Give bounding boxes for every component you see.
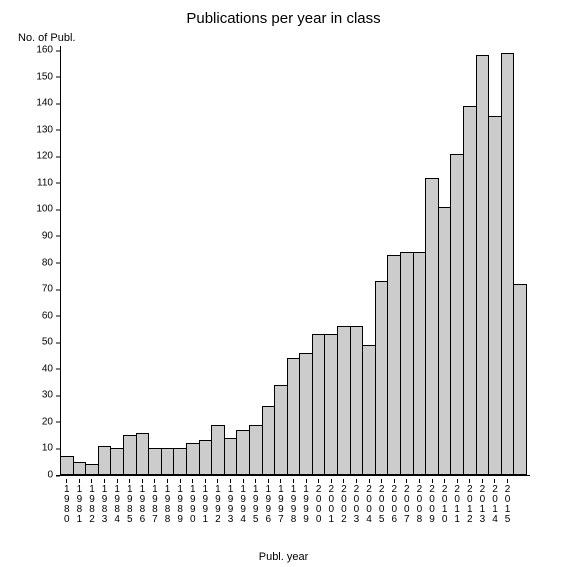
x-axis-line xyxy=(56,475,530,476)
bar xyxy=(224,438,238,475)
x-tick-label: 1992 xyxy=(211,479,225,539)
bar xyxy=(362,345,376,475)
y-tick-label: 10 xyxy=(3,443,53,454)
x-tick-label: 2005 xyxy=(375,479,389,539)
x-tick-label: 1981 xyxy=(73,479,87,539)
bar xyxy=(463,106,477,475)
bar xyxy=(236,430,250,475)
x-tick-label: 1999 xyxy=(299,479,313,539)
bar xyxy=(274,385,288,475)
x-tick-label: 2013 xyxy=(476,479,490,539)
bar xyxy=(425,178,439,476)
x-tick-label: 1993 xyxy=(224,479,238,539)
x-tick-label: 2012 xyxy=(463,479,477,539)
x-tick-label: 1998 xyxy=(287,479,301,539)
x-tick-label: 2006 xyxy=(387,479,401,539)
bar xyxy=(110,448,124,475)
bar xyxy=(476,55,490,475)
bar xyxy=(60,456,74,475)
bar xyxy=(287,358,301,475)
bar xyxy=(199,440,213,475)
bar xyxy=(98,446,112,475)
x-tick-label: 1988 xyxy=(161,479,175,539)
x-tick-label: 1996 xyxy=(262,479,276,539)
bar xyxy=(123,435,137,475)
y-tick-label: 0 xyxy=(3,470,53,481)
bar xyxy=(513,284,527,475)
x-tick-label: 2004 xyxy=(362,479,376,539)
x-tick-label: 1985 xyxy=(123,479,137,539)
bars-group xyxy=(60,50,526,475)
bar xyxy=(337,326,351,475)
y-tick-label: 20 xyxy=(3,416,53,427)
bar xyxy=(136,433,150,476)
bar xyxy=(73,462,87,475)
bar xyxy=(148,448,162,475)
y-tick-label: 150 xyxy=(3,71,53,82)
x-ticks: 1980198119821983198419851986198719881989… xyxy=(60,479,550,539)
x-tick-label: 1987 xyxy=(148,479,162,539)
y-ticks: 0102030405060708090100110120130140150160 xyxy=(0,50,55,475)
bar xyxy=(438,207,452,475)
x-tick-label: 2003 xyxy=(350,479,364,539)
x-tick-label: 2009 xyxy=(425,479,439,539)
bar xyxy=(501,53,515,475)
bar xyxy=(400,252,414,475)
bar xyxy=(375,281,389,475)
bar xyxy=(173,448,187,475)
y-tick-label: 130 xyxy=(3,124,53,135)
bar xyxy=(161,448,175,475)
x-tick-label: 1994 xyxy=(236,479,250,539)
x-tick-label: 1983 xyxy=(98,479,112,539)
x-tick-label: 2015 xyxy=(501,479,515,539)
bar xyxy=(85,464,99,475)
bar xyxy=(387,255,401,475)
x-tick-label: 2000 xyxy=(312,479,326,539)
y-tick-label: 160 xyxy=(3,45,53,56)
x-tick-label: 2002 xyxy=(337,479,351,539)
chart-title: Publications per year in class xyxy=(0,10,567,27)
y-tick-label: 100 xyxy=(3,204,53,215)
y-tick-label: 120 xyxy=(3,151,53,162)
x-tick-label: 2001 xyxy=(324,479,338,539)
y-tick-label: 50 xyxy=(3,337,53,348)
bar xyxy=(488,116,502,475)
y-tick-label: 80 xyxy=(3,257,53,268)
x-tick-label: 1980 xyxy=(60,479,74,539)
x-tick-label: 2010 xyxy=(438,479,452,539)
bar xyxy=(211,425,225,475)
y-tick-label: 30 xyxy=(3,390,53,401)
x-tick-label: 1997 xyxy=(274,479,288,539)
y-tick-label: 90 xyxy=(3,230,53,241)
bar xyxy=(324,334,338,475)
x-tick-label: 1989 xyxy=(173,479,187,539)
y-tick-label: 70 xyxy=(3,284,53,295)
x-tick-label: 1990 xyxy=(186,479,200,539)
x-tick-label: 2007 xyxy=(400,479,414,539)
chart-container: Publications per year in class No. of Pu… xyxy=(0,0,567,567)
bar xyxy=(299,353,313,475)
x-tick-label: 1984 xyxy=(110,479,124,539)
bar xyxy=(450,154,464,475)
bar xyxy=(262,406,276,475)
bar xyxy=(249,425,263,475)
x-axis-label: Publ. year xyxy=(0,551,567,563)
x-tick-label: 2011 xyxy=(450,479,464,539)
x-tick-label: 2014 xyxy=(488,479,502,539)
y-axis-label: No. of Publ. xyxy=(18,32,75,44)
y-tick-label: 110 xyxy=(3,177,53,188)
bar xyxy=(413,252,427,475)
plot-area xyxy=(60,50,550,475)
bar xyxy=(186,443,200,475)
y-tick-label: 40 xyxy=(3,363,53,374)
x-tick-label: 1982 xyxy=(85,479,99,539)
bar xyxy=(350,326,364,475)
x-tick-label: 1995 xyxy=(249,479,263,539)
x-tick-label: 2008 xyxy=(413,479,427,539)
x-tick-label: 1991 xyxy=(199,479,213,539)
bar xyxy=(312,334,326,475)
y-tick-label: 60 xyxy=(3,310,53,321)
y-tick-label: 140 xyxy=(3,98,53,109)
x-tick-label: 1986 xyxy=(136,479,150,539)
